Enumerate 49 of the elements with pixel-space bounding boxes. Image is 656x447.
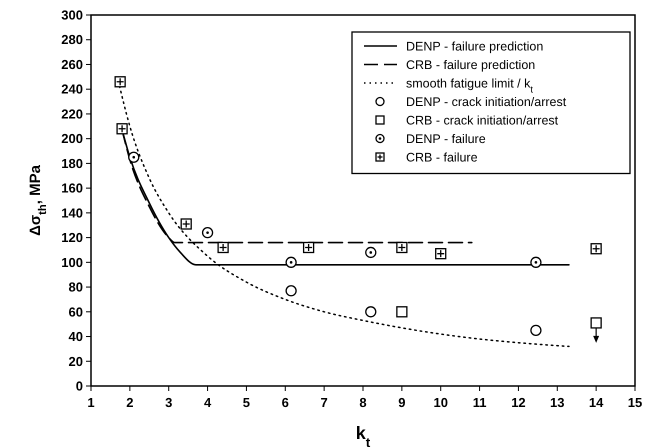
y-tick-label: 200	[61, 131, 83, 146]
legend-label: CRB - crack initiation/arrest	[406, 114, 559, 128]
y-tick-label: 260	[61, 56, 83, 72]
point	[128, 152, 140, 163]
legend-label: CRB - failure prediction	[406, 58, 536, 72]
y-tick-label: 140	[61, 205, 83, 220]
point	[285, 285, 297, 296]
x-tick-label: 8	[359, 395, 367, 410]
x-tick-label: 1	[87, 395, 95, 410]
point	[285, 256, 297, 268]
y-tick-label: 20	[68, 354, 83, 369]
x-tick-label: 3	[165, 395, 172, 410]
x-axis-title: k$_{t}$	[356, 423, 371, 447]
y-tick-label: 240	[61, 82, 83, 97]
legend-label: CRB - failure	[406, 150, 478, 164]
point	[396, 306, 408, 318]
x-tick-label: 7	[320, 395, 328, 410]
x-tick-label: 13	[550, 395, 565, 410]
x-tick-label: 12	[511, 395, 526, 410]
y-tick-label: 220	[61, 106, 83, 122]
y-tick-label: 100	[61, 254, 83, 270]
point	[530, 324, 542, 336]
point	[365, 246, 376, 258]
y-tick-label: 180	[61, 156, 83, 171]
point	[202, 227, 214, 238]
y-tick-label: 300	[61, 8, 83, 22]
point	[590, 317, 602, 329]
x-tick-label: 4	[204, 395, 212, 410]
point	[365, 306, 376, 318]
legend-label: DENP - failure	[406, 132, 486, 146]
x-tick-label: 2	[126, 395, 134, 410]
x-tick-label: 14	[588, 395, 604, 410]
y-tick-label: 0	[76, 378, 83, 394]
legend-label: DENP - crack initiation/arrest	[406, 95, 567, 109]
y-tick-label: 280	[61, 32, 83, 48]
y-tick-label: 160	[61, 180, 83, 196]
y-tick-label: 60	[68, 304, 83, 320]
x-tick-label: 15	[628, 395, 642, 410]
point	[530, 256, 542, 268]
x-tick-label: 6	[282, 395, 289, 410]
x-tick-label: 5	[242, 395, 250, 410]
y-tick-label: 40	[68, 329, 83, 344]
x-tick-label: 10	[433, 395, 448, 410]
legend-label: DENP - failure prediction	[406, 40, 544, 54]
x-tick-label: 9	[398, 395, 406, 410]
x-tick-label: 11	[472, 395, 486, 410]
y-tick-label: 80	[68, 280, 83, 295]
y-tick-label: 120	[61, 230, 83, 246]
legend-label: smooth fatigue limit / k$_{t}$	[406, 76, 534, 94]
